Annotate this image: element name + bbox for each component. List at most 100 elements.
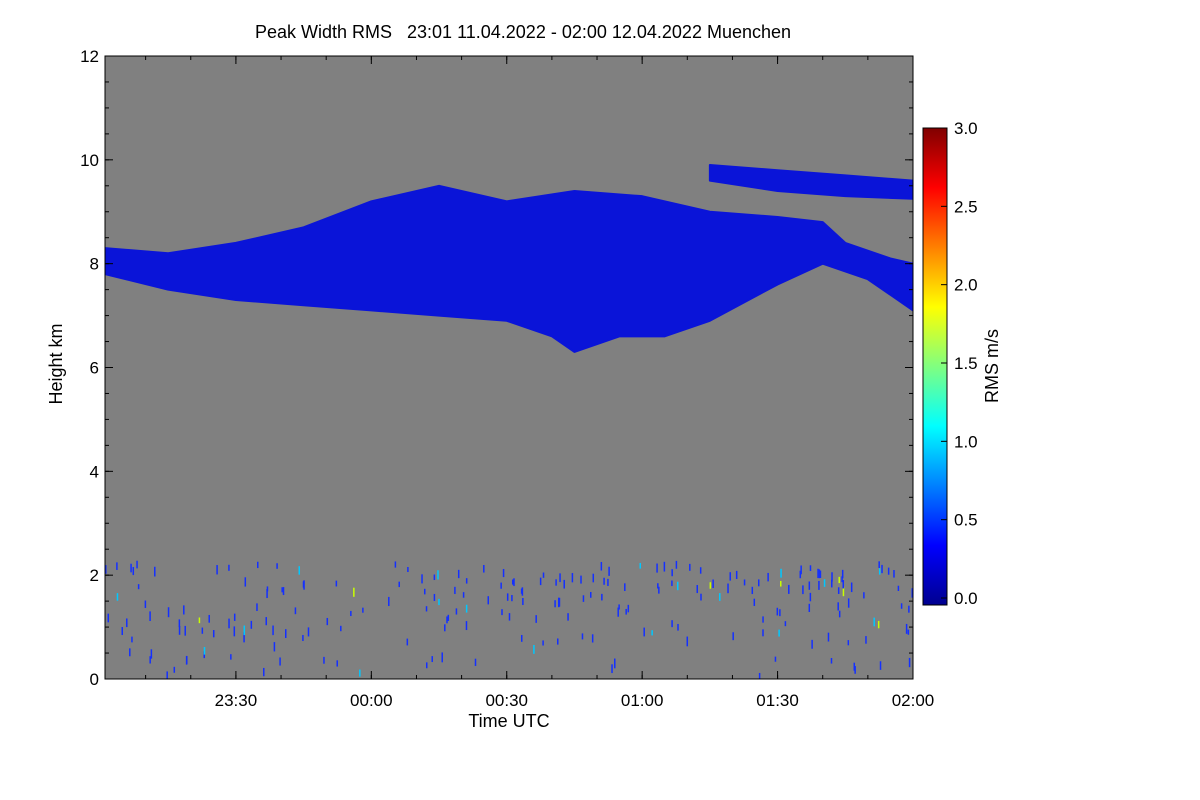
speckle-point <box>897 585 900 591</box>
speckle-point <box>854 666 856 674</box>
cloud-layer-main <box>105 184 913 353</box>
colorbar-tick-label: 3.0 <box>954 119 978 138</box>
speckle-point <box>212 630 215 638</box>
speckle-point <box>298 566 300 575</box>
speckle-point <box>228 564 230 571</box>
speckle-point <box>827 632 830 642</box>
speckle-point <box>107 613 110 623</box>
speckle-point <box>908 605 910 613</box>
speckle-point <box>559 573 561 583</box>
speckle-point <box>294 607 297 615</box>
speckle-point <box>465 578 468 584</box>
speckle-point <box>841 576 843 583</box>
cloud-layer-upper <box>708 164 913 200</box>
colorbar-tick-label: 0.0 <box>954 589 978 608</box>
speckle-point <box>911 588 913 598</box>
speckle-point <box>437 570 439 580</box>
speckle-point <box>758 672 761 679</box>
speckle-point <box>465 604 468 613</box>
speckle-point <box>643 627 645 637</box>
speckle-point <box>487 596 490 605</box>
y-tick-label: 0 <box>90 670 99 689</box>
speckle-point <box>535 615 537 623</box>
speckle-point <box>671 580 673 587</box>
speckle-point <box>808 581 811 590</box>
speckle-point <box>601 593 603 601</box>
y-tick-label: 6 <box>90 359 99 378</box>
speckle-point <box>778 629 780 637</box>
y-tick-label: 2 <box>90 566 99 585</box>
speckle-point <box>276 563 278 569</box>
speckle-point <box>838 576 840 584</box>
speckle-point <box>732 632 734 641</box>
speckle-point <box>539 577 542 586</box>
speckle-point <box>166 671 168 679</box>
speckle-point <box>767 572 769 582</box>
speckle-point <box>250 620 253 629</box>
speckle-point <box>603 577 605 585</box>
speckle-point <box>837 602 839 611</box>
speckle-point <box>447 614 450 621</box>
speckle-point <box>433 593 436 601</box>
speckle-point <box>865 636 867 644</box>
speckle-point <box>712 579 714 589</box>
speckle-point <box>671 620 673 628</box>
speckle-point <box>521 634 523 642</box>
speckle-point <box>542 640 544 646</box>
speckle-point <box>624 583 626 592</box>
speckle-point <box>799 570 802 579</box>
speckle-point <box>686 636 689 647</box>
speckle-point <box>244 577 247 587</box>
speckle-point <box>446 616 448 624</box>
speckle-point <box>762 616 764 623</box>
y-tick-label: 8 <box>90 255 99 274</box>
speckle-point <box>831 579 833 588</box>
speckle-point <box>266 589 268 599</box>
speckle-point <box>243 625 246 636</box>
speckle-point <box>185 656 188 665</box>
speckle-point <box>784 621 787 627</box>
speckle-point <box>625 608 627 615</box>
speckle-point <box>873 617 875 627</box>
speckle-point <box>818 580 820 590</box>
speckle-point <box>184 625 186 636</box>
speckle-point <box>421 574 423 584</box>
speckle-point <box>307 627 310 637</box>
speckle-point <box>508 613 511 621</box>
speckle-point <box>837 587 840 594</box>
speckle-point <box>689 563 691 571</box>
speckle-point <box>462 592 465 598</box>
colorbar <box>922 127 948 606</box>
speckle-point <box>150 649 153 659</box>
speckle-point <box>581 633 584 640</box>
speckle-point <box>719 593 721 601</box>
x-tick-label: 02:00 <box>892 691 935 710</box>
speckle-point <box>774 656 777 662</box>
x-tick-label: 01:30 <box>756 691 799 710</box>
speckle-point <box>178 625 181 635</box>
speckle-point <box>699 567 702 574</box>
speckle-point <box>521 587 524 596</box>
speckle-point <box>729 572 731 581</box>
speckle-point <box>131 636 133 643</box>
speckle-point <box>853 662 856 671</box>
speckle-point <box>129 648 131 657</box>
speckle-point <box>582 595 585 602</box>
speckle-point <box>441 652 443 663</box>
speckle-point <box>167 607 170 618</box>
speckle-point <box>841 569 844 579</box>
speckle-point <box>272 625 274 636</box>
speckle-point <box>230 654 232 660</box>
x-axis: 23:30 00:00 00:30 01:00 01:30 02:00 <box>145 56 935 710</box>
y-tick-label: 10 <box>80 151 99 170</box>
speckle-point <box>105 565 107 574</box>
speckle-point <box>830 658 833 664</box>
speckle-point <box>424 588 426 595</box>
speckle-point <box>433 574 436 581</box>
speckle-point <box>656 563 658 573</box>
speckle-point <box>554 600 556 608</box>
speckle-point <box>501 609 503 616</box>
speckle-point <box>265 617 267 626</box>
speckle-point <box>136 560 138 569</box>
colorbar-tick-label: 2.5 <box>954 197 978 216</box>
